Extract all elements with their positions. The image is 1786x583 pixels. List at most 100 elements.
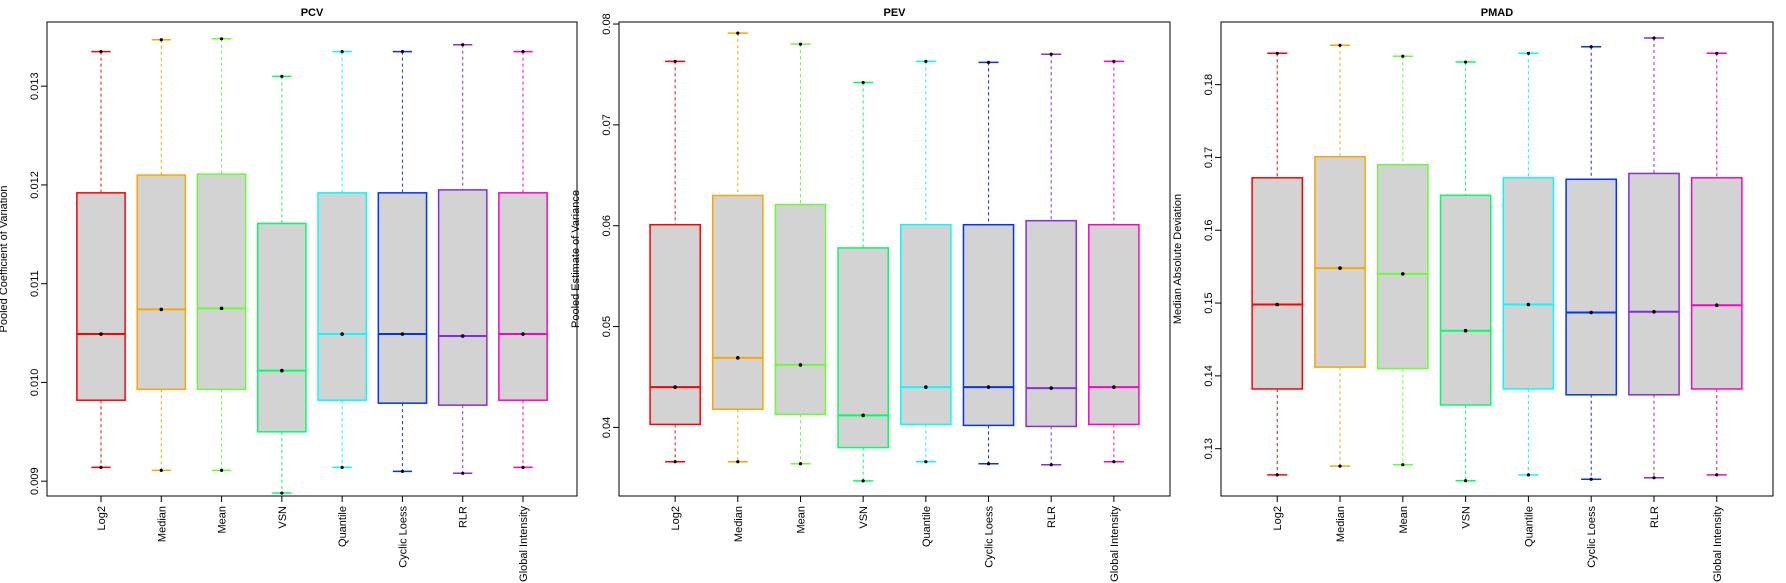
pev-x-tick-label: VSN — [858, 506, 870, 529]
max-point — [1652, 36, 1656, 40]
pmad-x-tick-label: Quantile — [1523, 506, 1535, 547]
median-point — [280, 368, 284, 373]
box-iqr — [774, 203, 827, 416]
median-point — [673, 385, 677, 389]
min-point — [159, 468, 163, 472]
min-point — [736, 460, 740, 464]
box-iqr — [1376, 163, 1429, 370]
box-iqr — [498, 192, 548, 401]
pcv-y-axis-label: Pooled Coefficient of Variation — [0, 186, 10, 333]
min-point — [1526, 473, 1530, 477]
min-point — [219, 468, 224, 472]
box-iqr — [962, 223, 1015, 427]
max-point — [1049, 52, 1053, 56]
min-point — [798, 462, 803, 466]
box-iqr — [1565, 178, 1618, 396]
max-point — [280, 74, 284, 78]
median-point — [861, 413, 865, 418]
max-point — [159, 38, 163, 42]
pcv-title: PCV — [301, 7, 324, 19]
max-point — [986, 60, 991, 64]
pmad-box-0 — [1251, 51, 1304, 477]
pcv-box-6 — [437, 43, 488, 475]
min-point — [1338, 464, 1342, 468]
pmad-x-tick-label: Cyclic Loess — [1586, 506, 1598, 568]
min-point — [1112, 460, 1116, 464]
box-iqr — [649, 223, 701, 426]
min-point — [924, 460, 928, 464]
max-point — [798, 42, 803, 46]
pev-plot-frame — [618, 21, 1171, 497]
max-point — [924, 59, 928, 63]
box-iqr — [900, 223, 952, 426]
min-point — [521, 465, 525, 469]
pmad-panel: PMAD Median Absolute Deviation 0.13 0.14 0.1… — [1172, 7, 1774, 582]
pev-box-2 — [774, 42, 827, 466]
pcv-x-tick-label: Global Intensity — [518, 506, 530, 582]
pmad-box-7 — [1690, 51, 1743, 477]
max-point — [1112, 59, 1116, 63]
pcv-box-5 — [377, 50, 428, 473]
median-point — [340, 332, 344, 336]
pev-box-3 — [837, 80, 889, 483]
pev-box-7 — [1088, 59, 1140, 464]
pev-box-1 — [711, 31, 764, 464]
pcv-box-0 — [76, 50, 126, 469]
pmad-x-tick-label: Global Intensity — [1712, 506, 1724, 582]
pmad-y-tick-label: 0.18 — [1203, 74, 1215, 95]
max-point — [1401, 54, 1405, 58]
median-point — [1112, 385, 1116, 389]
min-point — [340, 465, 344, 469]
box-iqr — [377, 192, 428, 404]
pev-box-0 — [649, 59, 701, 464]
pcv-x-tick-label: Log2 — [96, 506, 108, 530]
median-point — [1463, 328, 1468, 333]
max-point — [340, 50, 344, 54]
box-iqr — [1025, 219, 1078, 428]
max-point — [400, 50, 405, 54]
median-point — [1338, 266, 1342, 270]
pev-x-tick-label: Log2 — [670, 506, 682, 530]
median-point — [1049, 386, 1053, 390]
pev-box-4 — [900, 59, 952, 464]
min-point — [1049, 463, 1053, 467]
pmad-box-2 — [1376, 54, 1429, 467]
pev-x-tick-label: Mean — [795, 506, 807, 534]
min-point — [1275, 473, 1279, 477]
min-point — [861, 479, 865, 483]
median-point — [99, 332, 103, 336]
pcv-box-4 — [317, 50, 368, 469]
box-iqr — [837, 247, 889, 449]
pev-x-tick-label: RLR — [1046, 506, 1058, 528]
median-point — [1589, 310, 1593, 315]
pmad-x-tick-label: Median — [1335, 506, 1347, 542]
pcv-x-tick-label: Quantile — [337, 506, 349, 547]
pmad-x-tick-label: RLR — [1649, 506, 1661, 528]
pmad-box-5 — [1565, 45, 1618, 481]
pmad-y-axis-label: Median Absolute Deviation — [1172, 194, 1184, 324]
max-point — [1275, 51, 1279, 55]
box-iqr — [76, 192, 126, 401]
box-iqr — [1690, 177, 1743, 390]
pcv-box-2 — [196, 37, 247, 472]
pmad-box-4 — [1502, 51, 1555, 477]
pev-panel: PEV Pooled Estimate of Variance 0.04 0.05 0.… — [570, 7, 1171, 582]
box-iqr — [1314, 155, 1366, 368]
min-point — [280, 491, 284, 495]
median-point — [1401, 272, 1405, 276]
pev-x-tick-label: Global Intensity — [1109, 506, 1121, 582]
pev-title: PEV — [883, 7, 906, 19]
min-point — [1652, 476, 1656, 480]
median-point — [460, 334, 465, 338]
max-point — [521, 50, 525, 54]
median-point — [924, 385, 928, 389]
pmad-x-tick-label: Mean — [1398, 506, 1410, 534]
min-point — [673, 460, 677, 464]
max-point — [461, 43, 465, 47]
min-point — [461, 471, 465, 475]
pev-y-tick-label: 0.06 — [601, 215, 613, 236]
max-point — [673, 59, 677, 63]
pev-y-tick-label: 0.04 — [601, 417, 613, 438]
box-iqr — [1251, 177, 1304, 390]
pcv-x-tick-label: VSN — [277, 506, 289, 529]
